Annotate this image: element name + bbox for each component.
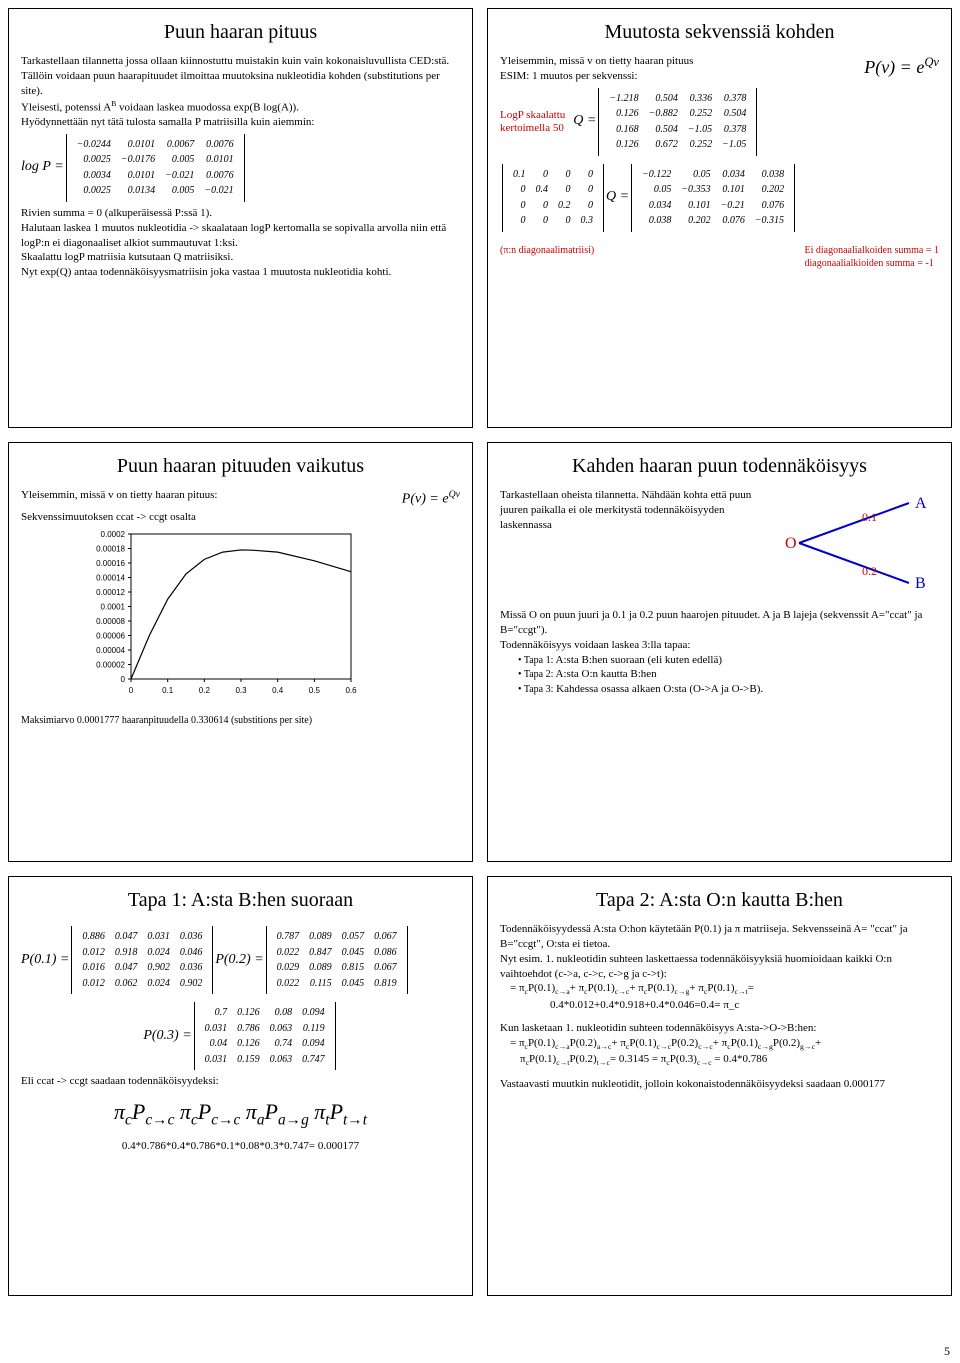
svg-text:0.00002: 0.00002: [96, 661, 125, 670]
p5-m02: 0.7870.0890.0570.067 0.0220.8470.0450.08…: [266, 926, 408, 994]
page-number: 5: [944, 1344, 950, 1359]
p1-para7: Nyt exp(Q) antaa todennäköisyysmatriisin…: [21, 265, 460, 280]
svg-text:0.4: 0.4: [272, 686, 284, 695]
p2-matrix-pi: 0.1000 00.400 000.20 0000.3: [502, 164, 604, 232]
svg-text:0.00016: 0.00016: [96, 559, 125, 568]
svg-text:0.2: 0.2: [199, 686, 211, 695]
p5-m01: 0.8860.0470.0310.036 0.0120.9180.0240.04…: [71, 926, 213, 994]
svg-text:0: 0: [129, 686, 134, 695]
p6-para4: Vastaavasti muutkin nukleotidit, jolloin…: [500, 1077, 939, 1092]
tree-diagram: O A B 0.1 0.2: [779, 488, 939, 598]
svg-text:O: O: [785, 535, 797, 552]
panel-2: Muutosta sekvenssiä kohden Yleisemmin, m…: [487, 8, 952, 428]
p2-line2: ESIM: 1 muutos per sekvenssi:: [500, 69, 693, 84]
svg-text:0.00006: 0.00006: [96, 632, 125, 641]
p1-para1: Tarkastellaan tilannetta jossa ollaan ki…: [21, 54, 460, 99]
p5-line3: 0.4*0.786*0.4*0.786*0.1*0.08*0.3*0.747= …: [21, 1139, 460, 1154]
p3-maxline: Maksimiarvo 0.0001777 haaranpituudella 0…: [21, 714, 460, 728]
p5-row2: P(0.3) = 0.70.1260.080.094 0.0310.7860.0…: [21, 998, 460, 1074]
p4-title: Kahden haaran puun todennäköisyys: [500, 455, 939, 478]
p6-eq1: = πcP(0.1)c→a+ πcP(0.1)c→c+ πcP(0.1)c→g+…: [510, 981, 939, 998]
panel-1: Puun haaran pituus Tarkastellaan tilanne…: [8, 8, 473, 428]
p1-para4: Rivien summa = 0 (alkuperäisessä P:ssä 1…: [21, 206, 460, 221]
p5-m03: 0.70.1260.080.094 0.0310.7860.0630.119 0…: [194, 1002, 336, 1070]
svg-text:0.0001: 0.0001: [101, 603, 126, 612]
p2-note-pi: (π:n diagonaalimatriisi): [500, 244, 594, 271]
p1-para5: Halutaan laskea 1 muutos nukleotidia -> …: [21, 221, 460, 251]
p2-note-d2: diagonaalialkioiden summa = -1: [805, 257, 940, 271]
p2-line1: Yleisemmin, missä v on tietty haaran pit…: [500, 54, 693, 69]
svg-text:0.00004: 0.00004: [96, 646, 125, 655]
p6-title: Tapa 2: A:sta O:n kautta B:hen: [500, 889, 939, 912]
panel-5: Tapa 1: A:sta B:hen suoraan P(0.1) = 0.8…: [8, 876, 473, 1296]
p3-line2: Sekvenssimuutoksen ccat -> ccgt osalta: [21, 510, 460, 525]
probability-curve-chart: 0.0002 0.00018 0.00016 0.00014 0.00012 0.0001…: [81, 524, 381, 714]
p1-para3: Hyödynnettään nyt tätä tulosta samalla P…: [21, 115, 460, 130]
p1-para6: Skaalattu logP matriisia kutsutaan Q mat…: [21, 250, 460, 265]
p2-matrix-q: −1.2180.5040.3360.378 0.126−0.8820.2520.…: [598, 88, 757, 156]
svg-text:0.6: 0.6: [345, 686, 357, 695]
slide-grid: Puun haaran pituus Tarkastellaan tilanne…: [8, 8, 952, 1296]
p5-row1: P(0.1) = 0.8860.0470.0310.036 0.0120.918…: [21, 922, 460, 998]
p6-para1: Todennäköisyydessä A:sta O:hon käytetään…: [500, 922, 939, 952]
svg-text:0.00018: 0.00018: [96, 545, 125, 554]
svg-text:0.1: 0.1: [162, 686, 174, 695]
panel-4: Kahden haaran puun todennäköisyys Tarkas…: [487, 442, 952, 862]
p4-para3: Todennäköisyys voidaan laskea 3:lla tapa…: [500, 638, 939, 653]
p2-note-d1: Ei diagonaalialkoiden summa = 1: [805, 244, 940, 258]
p2-matrix-result: −0.1220.050.0340.038 0.05−0.3530.1010.20…: [631, 164, 795, 232]
p4-para2: Missä O on puun juuri ja 0.1 ja 0.2 puun…: [500, 608, 939, 638]
svg-text:0.1: 0.1: [862, 510, 877, 524]
p2-title: Muutosta sekvenssiä kohden: [500, 21, 939, 44]
p6-eq2: = πcP(0.1)c→aP(0.2)a→c+ πcP(0.1)c→cP(0.2…: [510, 1036, 939, 1053]
svg-text:0.00012: 0.00012: [96, 588, 125, 597]
svg-text:B: B: [915, 575, 926, 592]
p5-big-formula: πcPc→c πcPc→c πaPa→g πtPt→t: [21, 1097, 460, 1131]
p1-matrix-eq: log P = −0.02440.01010.00670.0076 0.0025…: [21, 130, 460, 206]
p1-title: Puun haaran pituus: [21, 21, 460, 44]
p1-matrix: −0.02440.01010.00670.0076 0.0025−0.01760…: [66, 134, 245, 202]
p4-para1: Tarkastellaan oheista tilannetta. Nähdää…: [500, 488, 769, 598]
svg-text:0.00008: 0.00008: [96, 617, 125, 626]
svg-text:0.0002: 0.0002: [101, 530, 126, 539]
p6-para2: Nyt esim. 1. nukleotidin suhteen laskett…: [500, 952, 939, 982]
svg-text:0.5: 0.5: [309, 686, 321, 695]
p3-line1: Yleisemmin, missä v on tietty haaran pit…: [21, 488, 217, 510]
p6-para3: Kun lasketaan 1. nukleotidin suhteen tod…: [500, 1021, 939, 1036]
p3-formula: P(v) = eQv: [402, 488, 460, 510]
svg-text:0.2: 0.2: [862, 564, 877, 578]
p6-eq1b: 0.4*0.012+0.4*0.918+0.4*0.046=0.4= π_c: [550, 998, 939, 1013]
svg-text:A: A: [915, 495, 927, 512]
svg-text:0.00014: 0.00014: [96, 574, 125, 583]
p2-formula: P(v) = eQv: [864, 54, 939, 79]
p2-eq-q: LogP skaalattu kertoimella 50 Q = −1.218…: [500, 84, 939, 160]
svg-text:0.3: 0.3: [235, 686, 247, 695]
svg-text:0: 0: [121, 675, 126, 684]
panel-6: Tapa 2: A:sta O:n kautta B:hen Todennäkö…: [487, 876, 952, 1296]
p2-eq-prod: 0.1000 00.400 000.20 0000.3 Q = −0.1220.…: [500, 160, 939, 236]
p5-title: Tapa 1: A:sta B:hen suoraan: [21, 889, 460, 912]
p6-eq2b: πcP(0.1)c→tP(0.2)t→c= 0.3145 = πcP(0.3)c…: [520, 1052, 939, 1069]
panel-3: Puun haaran pituuden vaikutus Yleisemmin…: [8, 442, 473, 862]
p1-para2: Yleisesti, potenssi AB voidaan laskea mu…: [21, 99, 460, 116]
p5-line2: Eli ccat -> ccgt saadaan todennäköisyyde…: [21, 1074, 460, 1089]
p3-title: Puun haaran pituuden vaikutus: [21, 455, 460, 478]
